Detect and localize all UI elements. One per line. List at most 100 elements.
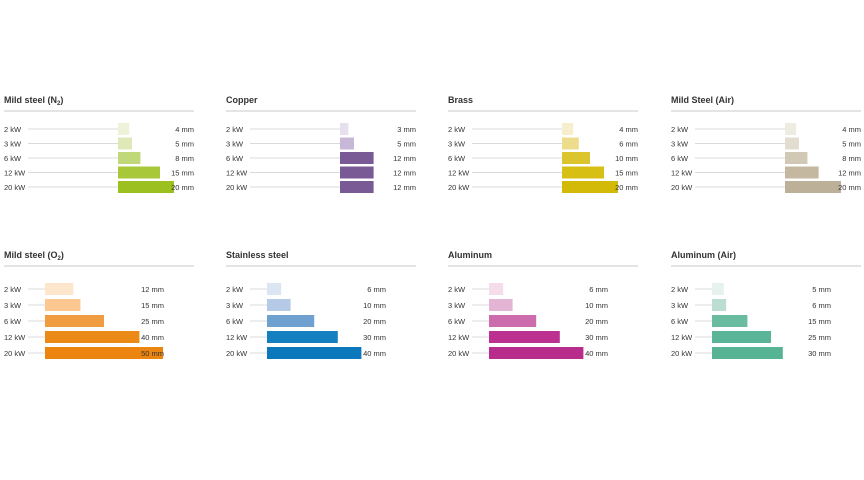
panel-title: Aluminum (Air) [671, 250, 736, 260]
category-label: 6 kW [4, 317, 22, 326]
bar [340, 166, 374, 179]
value-label: 50 mm [141, 349, 164, 358]
bar [118, 137, 132, 150]
value-label: 40 mm [141, 333, 164, 342]
bar [267, 283, 282, 295]
value-label: 12 mm [838, 169, 861, 178]
bar [45, 347, 163, 359]
bar [562, 181, 618, 193]
category-label: 20 kW [671, 349, 693, 358]
category-label: 6 kW [226, 154, 244, 163]
value-label: 6 mm [589, 285, 608, 294]
panel-title: Aluminum [448, 250, 492, 260]
bar [489, 315, 537, 327]
category-label: 20 kW [4, 183, 26, 192]
bar [785, 123, 797, 135]
category-label: 2 kW [448, 125, 466, 134]
bar [562, 166, 604, 179]
panel-2: Copper 2 kW 3 mm 3 kW 5 mm 6 kW 12 mm 12 kW 12 m… [226, 95, 416, 193]
value-label: 5 mm [397, 140, 416, 149]
category-label: 2 kW [226, 125, 244, 134]
panel-1: Mild steel (N2) 2 kW 4 mm 3 kW 5 mm 6 kW 8 mm 1… [4, 95, 194, 193]
value-label: 20 mm [585, 317, 608, 326]
category-label: 3 kW [671, 140, 689, 149]
category-label: 6 kW [671, 317, 689, 326]
bar [489, 347, 584, 359]
value-label: 15 mm [141, 301, 164, 310]
bar [562, 152, 590, 164]
bar [118, 123, 130, 135]
bar [45, 331, 140, 343]
value-label: 15 mm [615, 169, 638, 178]
category-label: 6 kW [448, 154, 466, 163]
panel-title: Mild steel (N2) [4, 95, 63, 107]
value-label: 40 mm [363, 349, 386, 358]
panel-title: Mild Steel (Air) [671, 95, 734, 105]
category-label: 20 kW [671, 183, 693, 192]
category-label: 2 kW [4, 285, 22, 294]
bar [267, 347, 362, 359]
bar [712, 299, 727, 311]
category-label: 2 kW [4, 125, 22, 134]
panel-title: Brass [448, 95, 473, 105]
value-label: 6 mm [812, 301, 831, 310]
category-label: 3 kW [226, 140, 244, 149]
value-label: 5 mm [842, 140, 861, 149]
value-label: 4 mm [842, 125, 861, 134]
bar [340, 137, 354, 150]
bar [712, 347, 783, 359]
category-label: 20 kW [4, 349, 26, 358]
bar [712, 283, 724, 295]
category-label: 3 kW [671, 301, 689, 310]
category-label: 12 kW [226, 333, 248, 342]
category-label: 3 kW [448, 140, 466, 149]
bar [785, 137, 799, 150]
value-label: 10 mm [615, 154, 638, 163]
panel-title: Stainless steel [226, 250, 289, 260]
value-label: 8 mm [175, 154, 194, 163]
bar [562, 137, 579, 150]
bar [712, 331, 771, 343]
bar [45, 283, 74, 295]
value-label: 12 mm [393, 154, 416, 163]
panel-3: Brass 2 kW 4 mm 3 kW 6 mm 6 kW 10 mm 12 kW 15 mm… [448, 95, 638, 193]
panel-6: Stainless steel 2 kW 6 mm 3 kW 10 mm 6 kW 20 m… [226, 250, 416, 359]
bar [785, 166, 819, 179]
value-label: 5 mm [812, 285, 831, 294]
value-label: 12 mm [393, 169, 416, 178]
value-label: 20 mm [838, 183, 861, 192]
value-label: 25 mm [808, 333, 831, 342]
value-label: 15 mm [171, 169, 194, 178]
bar [267, 315, 315, 327]
category-label: 12 kW [4, 333, 26, 342]
bar [45, 315, 104, 327]
value-label: 40 mm [585, 349, 608, 358]
category-label: 20 kW [226, 183, 248, 192]
value-label: 20 mm [171, 183, 194, 192]
category-label: 2 kW [671, 285, 689, 294]
value-label: 3 mm [397, 125, 416, 134]
category-label: 2 kW [226, 285, 244, 294]
category-label: 2 kW [448, 285, 466, 294]
bar [712, 315, 748, 327]
bar [267, 331, 338, 343]
bar [118, 152, 141, 164]
bar [340, 152, 374, 164]
panel-title: Copper [226, 95, 258, 105]
category-label: 3 kW [4, 140, 22, 149]
category-label: 20 kW [448, 349, 470, 358]
panel-4: Mild Steel (Air) 2 kW 4 mm 3 kW 5 mm 6 kW 8 mm… [671, 95, 861, 193]
value-label: 25 mm [141, 317, 164, 326]
value-label: 4 mm [619, 125, 638, 134]
bar [489, 283, 504, 295]
value-label: 20 mm [615, 183, 638, 192]
category-label: 12 kW [448, 333, 470, 342]
value-label: 12 mm [141, 285, 164, 294]
bar [489, 299, 513, 311]
category-label: 12 kW [671, 333, 693, 342]
value-label: 30 mm [808, 349, 831, 358]
value-label: 20 mm [363, 317, 386, 326]
category-label: 20 kW [226, 349, 248, 358]
